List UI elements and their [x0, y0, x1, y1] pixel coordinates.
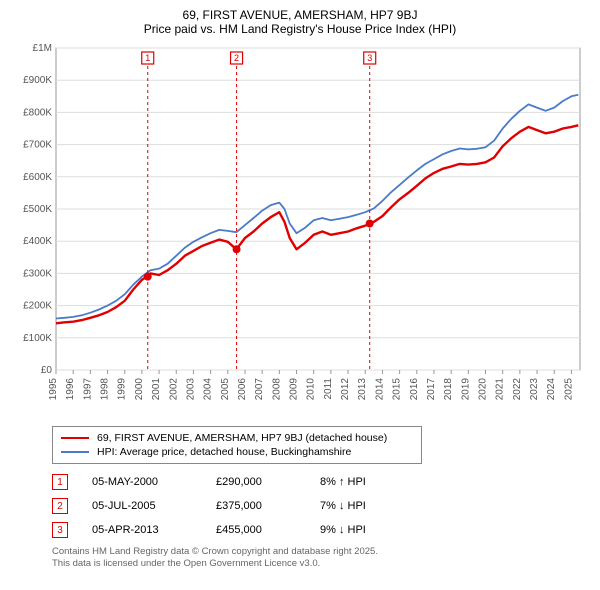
event-price: £375,000: [216, 500, 296, 512]
svg-text:£500K: £500K: [23, 204, 52, 215]
event-marker-dot-3: [366, 219, 374, 227]
svg-text:2024: 2024: [546, 378, 557, 401]
chart-svg: £0 £100K £200K £300K £400K £500K £600K £700K £80…: [12, 40, 588, 420]
svg-text:2008: 2008: [271, 378, 282, 401]
event-number-box: 1: [52, 474, 68, 490]
footer-line-1: Contains HM Land Registry data © Crown c…: [52, 546, 588, 558]
legend-label: 69, FIRST AVENUE, AMERSHAM, HP7 9BJ (det…: [97, 431, 387, 445]
svg-text:2004: 2004: [203, 378, 214, 401]
svg-text:£100K: £100K: [23, 333, 52, 344]
svg-text:£300K: £300K: [23, 268, 52, 279]
svg-text:2005: 2005: [220, 378, 231, 401]
svg-text:2021: 2021: [495, 378, 506, 401]
svg-text:1996: 1996: [65, 378, 76, 401]
event-note: 8% ↑ HPI: [320, 476, 366, 488]
svg-text:2016: 2016: [409, 378, 420, 401]
footer-attribution: Contains HM Land Registry data © Crown c…: [52, 546, 588, 570]
event-date: 05-APR-2013: [92, 524, 192, 536]
svg-text:2003: 2003: [185, 378, 196, 401]
svg-text:2019: 2019: [460, 378, 471, 401]
page-subtitle: Price paid vs. HM Land Registry's House …: [12, 22, 588, 36]
svg-text:1: 1: [145, 53, 150, 63]
page-title: 69, FIRST AVENUE, AMERSHAM, HP7 9BJ: [12, 8, 588, 22]
svg-text:2013: 2013: [357, 378, 368, 401]
event-marker-dot-2: [233, 245, 241, 253]
event-row-2: 2 05-JUL-2005 £375,000 7% ↓ HPI: [52, 498, 588, 514]
footer-line-2: This data is licensed under the Open Gov…: [52, 558, 588, 570]
event-marker-dot-1: [144, 273, 152, 281]
svg-text:2023: 2023: [529, 378, 540, 401]
svg-text:2022: 2022: [512, 378, 523, 401]
svg-text:£800K: £800K: [23, 107, 52, 118]
svg-text:2011: 2011: [323, 378, 334, 400]
svg-text:2001: 2001: [151, 378, 162, 401]
svg-text:2012: 2012: [340, 378, 351, 401]
svg-text:£0: £0: [41, 365, 53, 376]
svg-text:2010: 2010: [306, 378, 317, 401]
event-number-box: 3: [52, 522, 68, 538]
svg-text:2020: 2020: [478, 378, 489, 401]
svg-text:1998: 1998: [100, 378, 111, 401]
event-row-1: 1 05-MAY-2000 £290,000 8% ↑ HPI: [52, 474, 588, 490]
svg-text:2009: 2009: [289, 378, 300, 401]
svg-text:£400K: £400K: [23, 236, 52, 247]
svg-text:2025: 2025: [563, 378, 574, 401]
svg-text:2014: 2014: [374, 378, 385, 401]
svg-text:£200K: £200K: [23, 301, 52, 312]
events-table: 1 05-MAY-2000 £290,000 8% ↑ HPI 2 05-JUL-2005…: [52, 474, 588, 538]
event-date: 05-MAY-2000: [92, 476, 192, 488]
legend-row-0: 69, FIRST AVENUE, AMERSHAM, HP7 9BJ (det…: [61, 431, 413, 445]
legend-label: HPI: Average price, detached house, Buck…: [97, 445, 351, 459]
svg-text:2006: 2006: [237, 378, 248, 401]
svg-text:1995: 1995: [48, 378, 59, 401]
svg-text:1997: 1997: [82, 378, 93, 401]
svg-text:£900K: £900K: [23, 75, 52, 86]
svg-text:£700K: £700K: [23, 140, 52, 151]
event-note: 7% ↓ HPI: [320, 500, 366, 512]
svg-text:2002: 2002: [168, 378, 179, 401]
svg-text:2017: 2017: [426, 378, 437, 401]
svg-text:2000: 2000: [134, 378, 145, 401]
legend-row-1: HPI: Average price, detached house, Buck…: [61, 445, 413, 459]
svg-text:1999: 1999: [117, 378, 128, 401]
event-number-box: 2: [52, 498, 68, 514]
svg-text:2015: 2015: [392, 378, 403, 401]
price-chart: £0 £100K £200K £300K £400K £500K £600K £700K £80…: [12, 40, 588, 420]
svg-text:3: 3: [367, 53, 372, 63]
event-price: £455,000: [216, 524, 296, 536]
legend-swatch: [61, 437, 89, 440]
svg-text:£1M: £1M: [33, 43, 52, 54]
svg-text:£600K: £600K: [23, 172, 52, 183]
svg-text:2007: 2007: [254, 378, 265, 401]
chart-legend: 69, FIRST AVENUE, AMERSHAM, HP7 9BJ (det…: [52, 426, 422, 464]
event-note: 9% ↓ HPI: [320, 524, 366, 536]
event-date: 05-JUL-2005: [92, 500, 192, 512]
event-row-3: 3 05-APR-2013 £455,000 9% ↓ HPI: [52, 522, 588, 538]
legend-swatch: [61, 451, 89, 454]
event-price: £290,000: [216, 476, 296, 488]
svg-text:2: 2: [234, 53, 239, 63]
svg-text:2018: 2018: [443, 378, 454, 401]
